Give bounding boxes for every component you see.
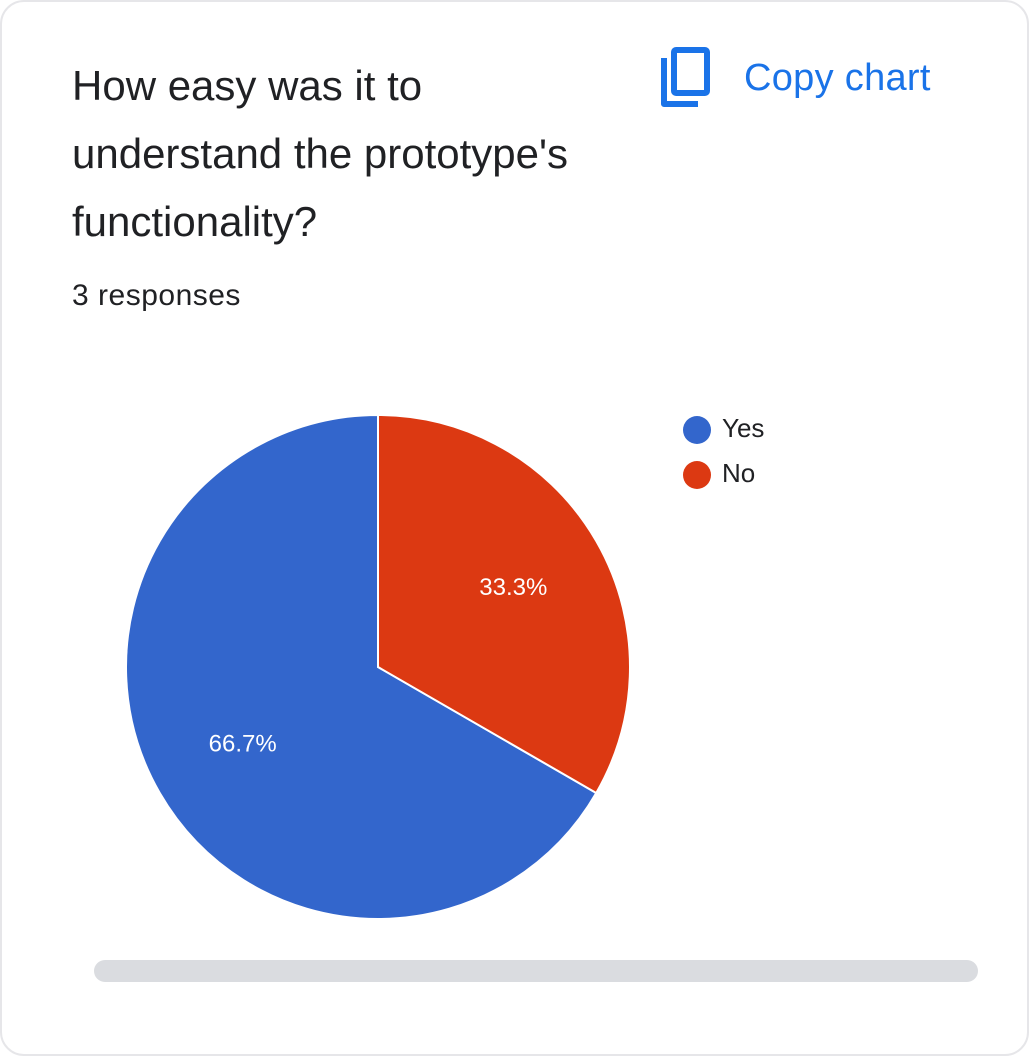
legend-swatch-no [683, 461, 711, 489]
responses-count: 3 responses [72, 279, 241, 312]
legend-swatch-yes [683, 416, 711, 444]
horizontal-scrollbar[interactable] [94, 960, 978, 982]
copy-chart-button[interactable]: Copy chart [658, 46, 931, 110]
slice-label-no: 33.3% [479, 574, 547, 601]
slice-label-yes: 66.7% [209, 730, 277, 757]
pie-slices [124, 413, 631, 920]
copy-chart-label: Copy chart [744, 56, 931, 99]
legend: Yes No [683, 413, 764, 489]
legend-label-no: No [722, 458, 755, 488]
legend-label-yes: Yes [722, 413, 764, 443]
question-title: How easy was it to understand the protot… [72, 62, 569, 245]
slice-labels: 66.7% 33.3% [209, 574, 548, 757]
pie-slice-yes[interactable] [124, 413, 598, 920]
copy-icon [661, 47, 710, 107]
pie-slice-no[interactable] [377, 413, 631, 795]
